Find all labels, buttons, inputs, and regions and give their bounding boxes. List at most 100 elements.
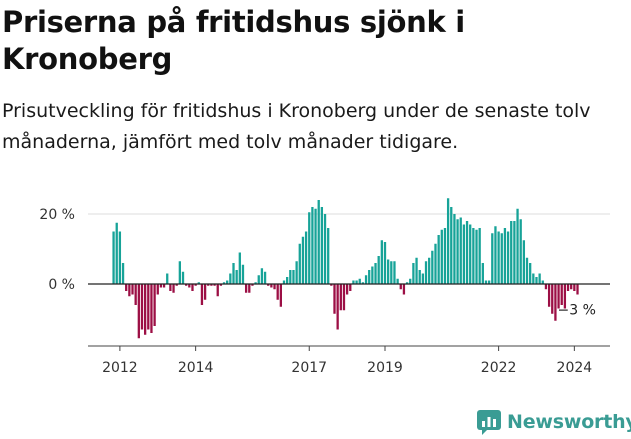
chart-bar bbox=[487, 280, 491, 284]
chart-bar bbox=[554, 284, 557, 321]
chart-bar bbox=[399, 284, 402, 290]
chart-bar bbox=[345, 284, 349, 295]
chart-bar bbox=[491, 233, 494, 284]
chart-bar bbox=[156, 284, 159, 295]
chart-bar bbox=[475, 229, 478, 284]
chart-bar bbox=[469, 224, 472, 284]
chart-bar bbox=[244, 284, 248, 293]
chart-bar bbox=[216, 284, 219, 297]
x-tick-label: 2017 bbox=[291, 360, 327, 376]
chart-bar bbox=[456, 219, 459, 284]
chart-bar bbox=[481, 263, 484, 284]
chart-labels: 0 % 20 % 2012 2014 2017 2019 2022 2024 −3 % bbox=[39, 207, 595, 376]
chart-bar bbox=[538, 273, 541, 284]
chart-bar bbox=[513, 221, 516, 284]
chart-bar bbox=[301, 236, 305, 284]
y-tick-label: 20 % bbox=[39, 207, 75, 223]
x-tick-label: 2019 bbox=[367, 360, 403, 376]
chart-bar bbox=[276, 284, 279, 300]
chart-bar bbox=[226, 280, 229, 284]
chart-bar bbox=[128, 284, 131, 297]
chart-bar bbox=[428, 257, 431, 284]
chart-bar bbox=[270, 284, 273, 288]
chart-bar bbox=[532, 273, 535, 284]
chart-bar bbox=[535, 277, 538, 284]
chart-bar bbox=[478, 228, 481, 284]
chart-bar bbox=[446, 198, 450, 284]
chart-bar bbox=[260, 268, 264, 284]
chart-bar bbox=[314, 208, 317, 284]
chart-bar bbox=[494, 226, 497, 284]
chart-bar bbox=[358, 278, 361, 284]
chart-bar bbox=[503, 228, 507, 284]
chart-bar bbox=[551, 284, 554, 314]
chart-bar bbox=[484, 280, 488, 284]
chart-bar bbox=[497, 231, 500, 284]
chart-bar bbox=[368, 270, 371, 284]
chart-bar bbox=[320, 207, 324, 284]
chart-bar bbox=[311, 207, 314, 284]
chart-bar bbox=[333, 284, 336, 314]
chart-bar bbox=[267, 284, 270, 286]
chart-bar bbox=[409, 278, 412, 284]
chart-bar bbox=[453, 214, 456, 284]
chart-bar bbox=[437, 235, 440, 284]
brand-name: Newsworthy bbox=[507, 411, 631, 433]
chart-bar bbox=[336, 284, 339, 330]
chart-bar bbox=[371, 266, 374, 284]
last-value-label: −3 % bbox=[558, 303, 596, 319]
chart-bar bbox=[169, 284, 172, 291]
y-tick-label: 0 % bbox=[48, 277, 75, 293]
x-tick-label: 2012 bbox=[102, 360, 138, 376]
chart-bar bbox=[330, 284, 333, 286]
chart-bar bbox=[519, 219, 522, 284]
chart-bar bbox=[210, 284, 213, 286]
chart-bar bbox=[390, 261, 393, 284]
chart-bar bbox=[147, 284, 150, 330]
bar-chart: 0 % 20 % 2012 2014 2017 2019 2022 2024 −3 % bbox=[39, 198, 610, 376]
chart-bar bbox=[450, 207, 453, 284]
chart-bar bbox=[238, 252, 241, 284]
chart-bar bbox=[323, 214, 327, 284]
chart-bar bbox=[563, 284, 567, 309]
chart-bar bbox=[292, 270, 295, 284]
chart-bar bbox=[434, 243, 437, 284]
chart-bar bbox=[525, 257, 529, 284]
chart-bar bbox=[352, 280, 355, 284]
chart-bar bbox=[112, 231, 115, 284]
chart-bar bbox=[286, 277, 289, 284]
chart-bar bbox=[213, 284, 216, 286]
chart-bar bbox=[342, 284, 346, 311]
chart-bar bbox=[383, 242, 387, 284]
chart-bar bbox=[131, 284, 134, 295]
chart-bar bbox=[248, 284, 251, 293]
chart-bar bbox=[191, 284, 194, 291]
chart-bar bbox=[516, 208, 519, 284]
chart-bar bbox=[178, 261, 181, 284]
newsworthy-logo-icon bbox=[477, 410, 501, 435]
chart-bar bbox=[159, 284, 163, 288]
chart-bar bbox=[298, 243, 301, 284]
chart-bar bbox=[289, 270, 292, 284]
chart-bar bbox=[443, 228, 447, 284]
chart-bar bbox=[364, 275, 368, 284]
chart-bar bbox=[361, 282, 365, 284]
chart-bar bbox=[573, 284, 576, 291]
chart-bar bbox=[229, 273, 232, 284]
chart-bar bbox=[374, 263, 377, 284]
chart-bar bbox=[415, 257, 418, 284]
chart-bar bbox=[222, 282, 226, 284]
chart-bar bbox=[118, 231, 122, 284]
chart-bar bbox=[500, 233, 503, 284]
x-tick-label: 2024 bbox=[557, 360, 593, 376]
chart-bar bbox=[339, 284, 342, 311]
chart-bar bbox=[462, 224, 466, 284]
page-subtitle: Prisutveckling för fritidshus i Kronober… bbox=[2, 100, 591, 153]
chart-bar bbox=[150, 284, 153, 333]
chart-bar bbox=[143, 284, 147, 335]
chart-bar bbox=[566, 284, 570, 291]
chart-bar bbox=[279, 284, 282, 307]
chart-bar bbox=[465, 221, 469, 284]
chart-bar bbox=[188, 284, 191, 288]
chart-bar bbox=[472, 228, 475, 284]
